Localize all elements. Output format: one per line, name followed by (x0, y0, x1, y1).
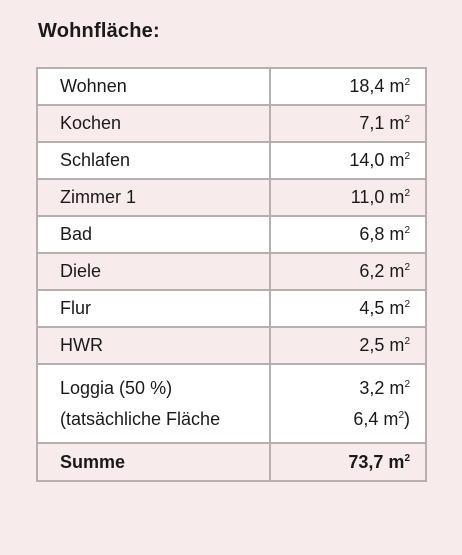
room-name: Kochen (36, 104, 271, 143)
room-area: 18,4 m2 (269, 67, 427, 106)
room-name: Loggia (50 %) (tatsächliche Fläche (36, 363, 271, 444)
room-name: Wohnen (36, 67, 271, 106)
table-row: Bad 6,8 m2 (36, 215, 427, 254)
room-area: 6,8 m2 (269, 215, 427, 254)
table-row: Kochen 7,1 m2 (36, 104, 427, 143)
room-area: 3,2 m2 6,4 m2) (269, 363, 427, 444)
table-row: Zimmer 1 11,0 m2 (36, 178, 427, 217)
room-name: Bad (36, 215, 271, 254)
total-label: Summe (36, 442, 271, 482)
loggia-label: Loggia (50 %) (60, 377, 173, 398)
room-area: 6,2 m2 (269, 252, 427, 291)
room-area: 14,0 m2 (269, 141, 427, 180)
loggia-area: 3,2 m2 (359, 377, 410, 398)
room-area: 11,0 m2 (269, 178, 427, 217)
table-row: Flur 4,5 m2 (36, 289, 427, 328)
area-table: Wohnen 18,4 m2 Kochen 7,1 m2 Schlafen 14… (36, 67, 427, 482)
page-title: Wohnfläche: (38, 20, 160, 42)
room-area: 4,5 m2 (269, 289, 427, 328)
table-row: Schlafen 14,0 m2 (36, 141, 427, 180)
room-area: 7,1 m2 (269, 104, 427, 143)
table-row: Wohnen 18,4 m2 (36, 67, 427, 106)
loggia-note: (tatsächliche Fläche (60, 408, 221, 429)
total-area: 73,7 m2 (269, 442, 427, 482)
room-area: 2,5 m2 (269, 326, 427, 365)
loggia-actual-area: 6,4 m2) (353, 408, 410, 429)
table-row-loggia: Loggia (50 %) (tatsächliche Fläche 3,2 m… (36, 363, 427, 444)
table-row: Diele 6,2 m2 (36, 252, 427, 291)
table-row: HWR 2,5 m2 (36, 326, 427, 365)
room-name: HWR (36, 326, 271, 365)
total-row: Summe 73,7 m2 (36, 442, 427, 482)
room-name: Schlafen (36, 141, 271, 180)
room-name: Flur (36, 289, 271, 328)
room-name: Diele (36, 252, 271, 291)
room-name: Zimmer 1 (36, 178, 271, 217)
